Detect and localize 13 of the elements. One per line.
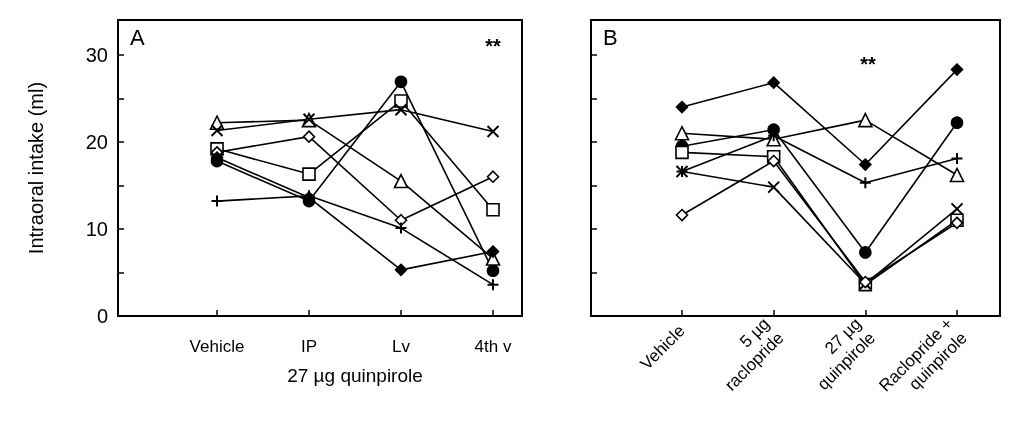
annotation: ** xyxy=(485,35,501,57)
x-tick-label: Vehicle xyxy=(189,336,245,356)
y-tick-label: 10 xyxy=(85,217,108,240)
x-tick-label: IP xyxy=(300,336,318,356)
chart-title: B xyxy=(603,24,618,50)
y-tick-label: 0 xyxy=(96,305,108,327)
x-tick-label: Lv xyxy=(392,336,411,356)
annotation: ** xyxy=(860,53,876,75)
y-tick-label: 20 xyxy=(85,130,108,153)
chart-title: A xyxy=(130,24,145,50)
x-tick-label: 4th v xyxy=(474,336,512,356)
y-axis-title: Intraoral intake (ml) xyxy=(25,81,47,255)
y-tick-label: 30 xyxy=(85,43,108,66)
